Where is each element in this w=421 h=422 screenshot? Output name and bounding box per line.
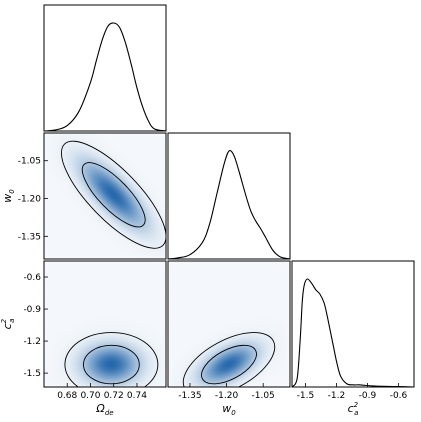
marginal-line-omega bbox=[43, 22, 167, 132]
y-axis-label-w0: w0 bbox=[1, 189, 16, 203]
y-tick-label-w0: -1.05 bbox=[18, 157, 41, 167]
y-tick-label-w0: -1.20 bbox=[18, 195, 42, 205]
svg-text:w0: w0 bbox=[222, 402, 236, 417]
joint-omega-ca2 bbox=[43, 260, 167, 388]
svg-text:c2a: c2a bbox=[0, 318, 16, 329]
x-axis-label-w0: w0 bbox=[222, 402, 236, 417]
marginal-omega bbox=[43, 4, 167, 132]
x-tick-label-omega: 0.72 bbox=[104, 391, 124, 401]
density-heatmap bbox=[44, 261, 166, 387]
x-tick-label-ca2: -0.6 bbox=[390, 391, 408, 401]
density-heatmap bbox=[168, 261, 290, 387]
y-tick-label-ca2: -1.5 bbox=[23, 369, 41, 379]
joint-w0-ca2 bbox=[167, 260, 291, 388]
contour-2 bbox=[64, 332, 159, 387]
y-axis-label-ca2: c2a bbox=[0, 318, 16, 329]
svg-text:w0: w0 bbox=[1, 189, 16, 203]
y-tick-label-ca2: -0.9 bbox=[23, 305, 41, 315]
contour-1 bbox=[81, 162, 146, 228]
x-tick-label-w0: -1.05 bbox=[252, 391, 275, 401]
x-tick-label-w0: -1.35 bbox=[178, 391, 201, 401]
svg-text:Ωde: Ωde bbox=[95, 402, 113, 417]
y-tick-label-ca2: -1.2 bbox=[23, 337, 41, 347]
density-heatmap bbox=[44, 133, 166, 259]
x-tick-label-omega: 0.68 bbox=[57, 391, 77, 401]
marginal-w0 bbox=[167, 132, 291, 260]
svg-text:c2a: c2a bbox=[348, 401, 359, 417]
y-tick-label-ca2: -0.6 bbox=[23, 273, 41, 283]
marginal-line-w0 bbox=[167, 150, 291, 260]
contour-2 bbox=[182, 332, 276, 387]
y-tick-label-w0: -1.35 bbox=[18, 232, 41, 242]
marginal-ca2 bbox=[291, 260, 415, 388]
x-axis-label-omega: Ωde bbox=[95, 402, 113, 417]
joint-omega-w0 bbox=[43, 132, 167, 260]
x-tick-label-w0: -1.20 bbox=[215, 391, 239, 401]
x-tick-label-ca2: -0.9 bbox=[359, 391, 377, 401]
x-tick-label-omega: 0.70 bbox=[80, 391, 100, 401]
x-tick-label-ca2: -1.5 bbox=[297, 391, 315, 401]
x-axis-label-ca2: c2 a bbox=[348, 401, 359, 417]
x-tick-label-omega: 0.74 bbox=[127, 391, 147, 401]
contour-1 bbox=[83, 344, 140, 385]
contour-2 bbox=[60, 140, 166, 249]
x-tick-label-ca2: -1.2 bbox=[328, 391, 346, 401]
contour-1 bbox=[201, 344, 257, 385]
